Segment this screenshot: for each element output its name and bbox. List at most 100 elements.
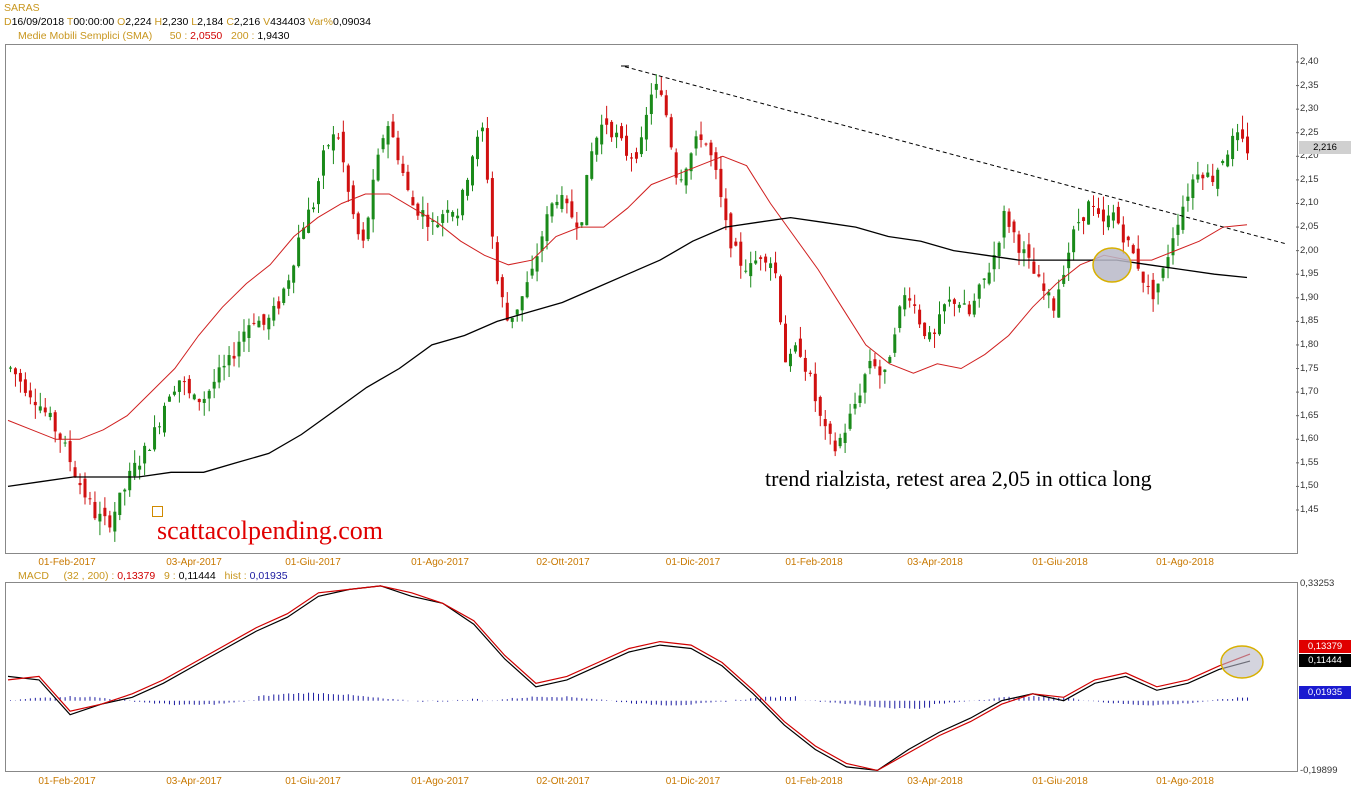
candle-body	[615, 132, 619, 138]
candle-body	[570, 201, 574, 218]
macd-highlight	[1220, 645, 1264, 679]
candle-body	[58, 433, 62, 440]
candle-body	[545, 214, 549, 242]
candle-body	[739, 241, 743, 266]
candle-body	[68, 441, 72, 463]
macd-line	[7, 585, 1251, 772]
candle-body	[262, 314, 266, 325]
candle-body	[1211, 175, 1215, 183]
candle-body	[505, 302, 509, 321]
price-tick-label: 1,65	[1300, 409, 1319, 421]
candle-body	[883, 369, 887, 372]
candle-body	[93, 501, 97, 519]
price-tick-label: 1,55	[1300, 456, 1319, 468]
price-tick-label: 1,50	[1300, 480, 1319, 492]
date-tick-label: 01-Giu-2017	[285, 776, 341, 787]
price-panel[interactable]	[5, 44, 1298, 554]
candle-body	[341, 131, 345, 163]
sma200-line	[7, 216, 1248, 488]
candle-body	[1126, 236, 1130, 241]
candle-body	[421, 210, 425, 217]
candle-body	[808, 372, 812, 374]
candle-body	[1186, 196, 1190, 201]
candle-body	[689, 153, 693, 172]
candle-body	[456, 215, 460, 219]
hist-value-tag: 0,01935	[1299, 686, 1351, 699]
candle-body	[674, 152, 678, 178]
candle-body	[629, 157, 633, 159]
candle-body	[515, 309, 519, 315]
candle-body	[783, 323, 787, 363]
candle-body	[1106, 215, 1110, 228]
candle-body	[158, 426, 162, 428]
candle-body	[510, 317, 514, 322]
candle-body	[53, 412, 57, 432]
price-tick-label: 2,00	[1300, 244, 1319, 256]
candle-body	[649, 94, 653, 115]
candle-body	[843, 432, 847, 443]
candle-body	[863, 374, 867, 393]
candle-body	[942, 304, 946, 312]
candle-body	[918, 309, 922, 325]
candle-body	[575, 222, 579, 228]
candle-body	[167, 396, 171, 402]
candle-body	[913, 304, 917, 306]
macd-panel[interactable]	[5, 582, 1298, 772]
candle-body	[565, 198, 569, 204]
candle-body	[257, 320, 261, 328]
candle-body	[590, 151, 594, 179]
candle-body	[356, 213, 360, 235]
candle-body	[391, 121, 395, 138]
candle-body	[475, 136, 479, 160]
price-tick-label: 2,30	[1300, 103, 1319, 115]
date-tick-label: 03-Apr-2017	[166, 557, 222, 568]
candle-body	[73, 467, 77, 477]
price-tick-label: 2,25	[1300, 126, 1319, 138]
candle-body	[8, 367, 12, 369]
candle-body	[1216, 169, 1220, 189]
candle-body	[550, 203, 554, 217]
candle-body	[490, 178, 494, 237]
candle-body	[704, 143, 708, 145]
date-tick-label: 01-Giu-2017	[285, 557, 341, 568]
candle-body	[118, 492, 122, 516]
candle-body	[987, 272, 991, 284]
candle-body	[878, 366, 882, 376]
trendline	[624, 66, 1286, 245]
candle-body	[331, 134, 335, 151]
candle-body	[247, 325, 251, 339]
candle-body	[222, 365, 226, 368]
date-tick-label: 01-Dic-2017	[665, 557, 721, 568]
candle-body	[853, 403, 857, 409]
macd-axis-top: 0,33253	[1300, 578, 1335, 589]
candle-body	[1096, 208, 1100, 214]
candle-body	[585, 175, 589, 226]
candle-body	[1092, 205, 1096, 207]
candle-body	[83, 478, 87, 498]
candle-body	[1221, 160, 1225, 164]
candle-body	[267, 317, 271, 330]
candle-body	[1131, 245, 1135, 254]
candle-body	[411, 197, 415, 206]
analysis-annotation: trend rialzista, retest area 2,05 in ott…	[765, 466, 1152, 491]
candle-body	[1087, 201, 1091, 225]
candle-body	[992, 255, 996, 270]
candle-body	[828, 423, 832, 434]
candle-body	[1072, 229, 1076, 253]
candle-body	[709, 142, 713, 156]
candle-body	[928, 332, 932, 340]
candle-body	[351, 185, 355, 215]
candle-body	[947, 299, 951, 302]
candle-body	[938, 314, 941, 335]
candle-body	[386, 126, 390, 145]
candle-body	[202, 398, 206, 403]
candle-body	[798, 338, 802, 357]
retest-highlight	[1092, 247, 1132, 283]
candle-body	[361, 229, 365, 241]
candle-body	[997, 242, 1001, 257]
candle-body	[769, 263, 773, 268]
candle-body	[1241, 129, 1245, 139]
candle-body	[734, 241, 738, 246]
date-tick-label: 02-Ott-2017	[536, 776, 590, 787]
candle-body	[1181, 206, 1185, 230]
